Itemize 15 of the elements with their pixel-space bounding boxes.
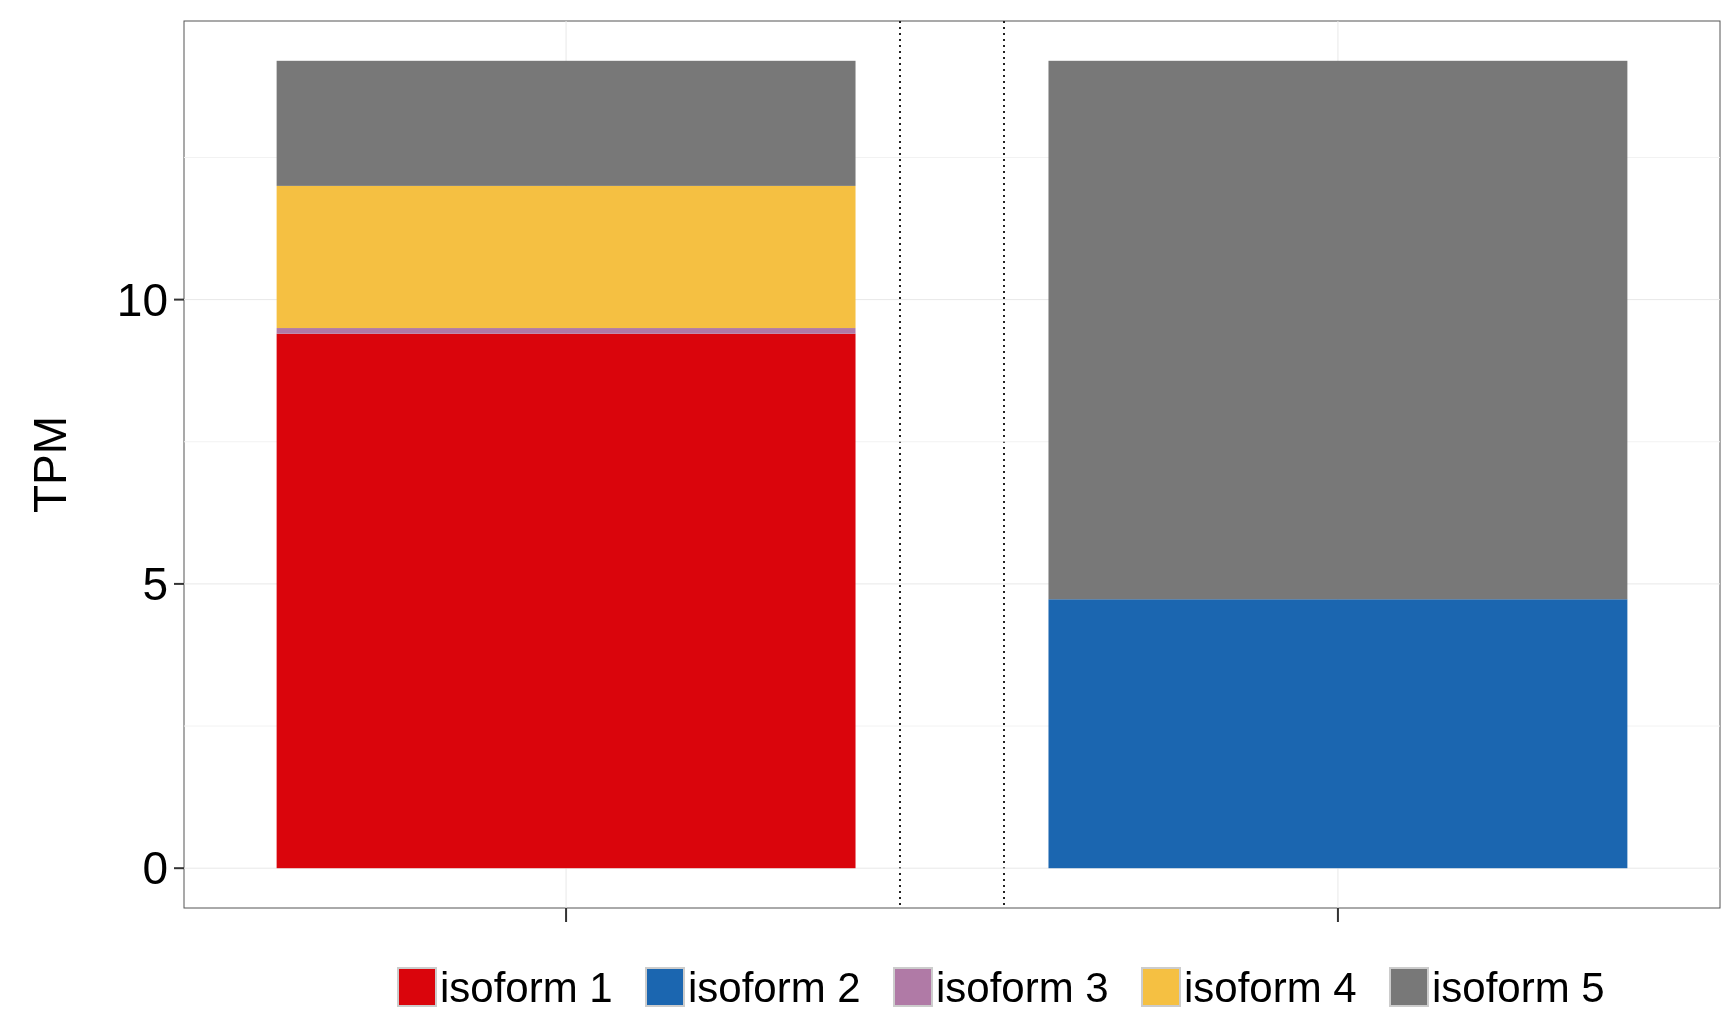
- legend-label: isoform 3: [936, 963, 1109, 1011]
- bar: [1048, 599, 1628, 869]
- bar: [276, 333, 856, 869]
- bar: [276, 60, 856, 186]
- legend-label: isoform 1: [440, 963, 613, 1011]
- legend-label: isoform 4: [1184, 963, 1357, 1011]
- y-tick-label: 0: [142, 842, 168, 895]
- legend-label: isoform 2: [688, 963, 861, 1011]
- bar: [1048, 60, 1628, 600]
- legend-label: isoform 5: [1432, 963, 1605, 1011]
- y-axis-title: TPM: [24, 415, 76, 514]
- y-tick-label: 10: [116, 273, 168, 326]
- bar: [276, 328, 856, 334]
- y-tick-label: 5: [142, 558, 168, 610]
- bar: [276, 185, 856, 329]
